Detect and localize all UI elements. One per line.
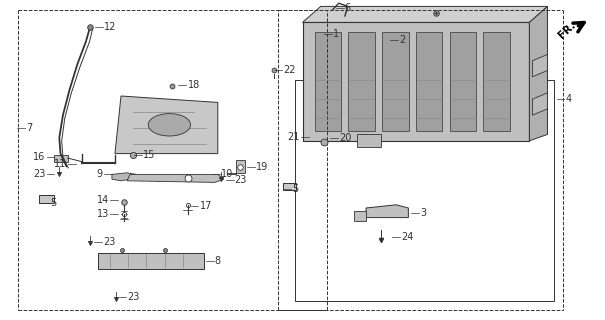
Text: 23: 23 <box>33 169 45 180</box>
Polygon shape <box>416 32 442 131</box>
Polygon shape <box>127 174 224 182</box>
Polygon shape <box>354 211 366 221</box>
Polygon shape <box>115 96 218 154</box>
Text: 15: 15 <box>143 150 155 160</box>
Polygon shape <box>112 173 136 181</box>
Polygon shape <box>450 32 476 131</box>
Text: 14: 14 <box>97 195 109 205</box>
Text: 7: 7 <box>26 123 32 133</box>
Text: 2: 2 <box>399 35 405 45</box>
Text: 21: 21 <box>287 132 299 142</box>
Text: 5: 5 <box>50 197 56 208</box>
Polygon shape <box>98 253 204 269</box>
Polygon shape <box>532 93 548 115</box>
Text: 3: 3 <box>420 208 427 218</box>
Circle shape <box>148 114 191 136</box>
Text: 23: 23 <box>128 292 140 302</box>
Text: 22: 22 <box>283 65 296 75</box>
Text: 24: 24 <box>401 232 413 242</box>
Text: 13: 13 <box>97 209 109 220</box>
Polygon shape <box>357 134 381 147</box>
Text: 18: 18 <box>188 80 200 91</box>
Text: 1: 1 <box>333 28 339 39</box>
Polygon shape <box>54 155 68 162</box>
Polygon shape <box>532 54 548 77</box>
Text: 23: 23 <box>103 236 115 247</box>
Text: 9: 9 <box>97 169 103 179</box>
Text: 6: 6 <box>345 3 351 13</box>
Text: 4: 4 <box>566 94 572 104</box>
Text: 5: 5 <box>292 184 298 195</box>
Polygon shape <box>483 32 510 131</box>
Text: 20: 20 <box>339 133 351 143</box>
Polygon shape <box>39 195 54 203</box>
Text: 19: 19 <box>256 162 268 172</box>
Polygon shape <box>348 32 374 131</box>
Text: 10: 10 <box>221 169 233 180</box>
Text: 8: 8 <box>215 256 221 266</box>
Polygon shape <box>529 6 548 141</box>
Polygon shape <box>283 183 296 190</box>
Polygon shape <box>302 6 548 22</box>
Polygon shape <box>227 160 245 174</box>
Text: 11: 11 <box>54 159 67 169</box>
Text: 12: 12 <box>104 22 116 32</box>
Text: FR.: FR. <box>557 20 578 41</box>
Polygon shape <box>382 32 408 131</box>
Polygon shape <box>302 22 529 141</box>
Text: 23: 23 <box>235 175 247 185</box>
Polygon shape <box>366 205 408 218</box>
Polygon shape <box>315 32 341 131</box>
Bar <box>295 80 554 301</box>
Text: 17: 17 <box>200 201 212 212</box>
Text: 16: 16 <box>33 152 45 163</box>
